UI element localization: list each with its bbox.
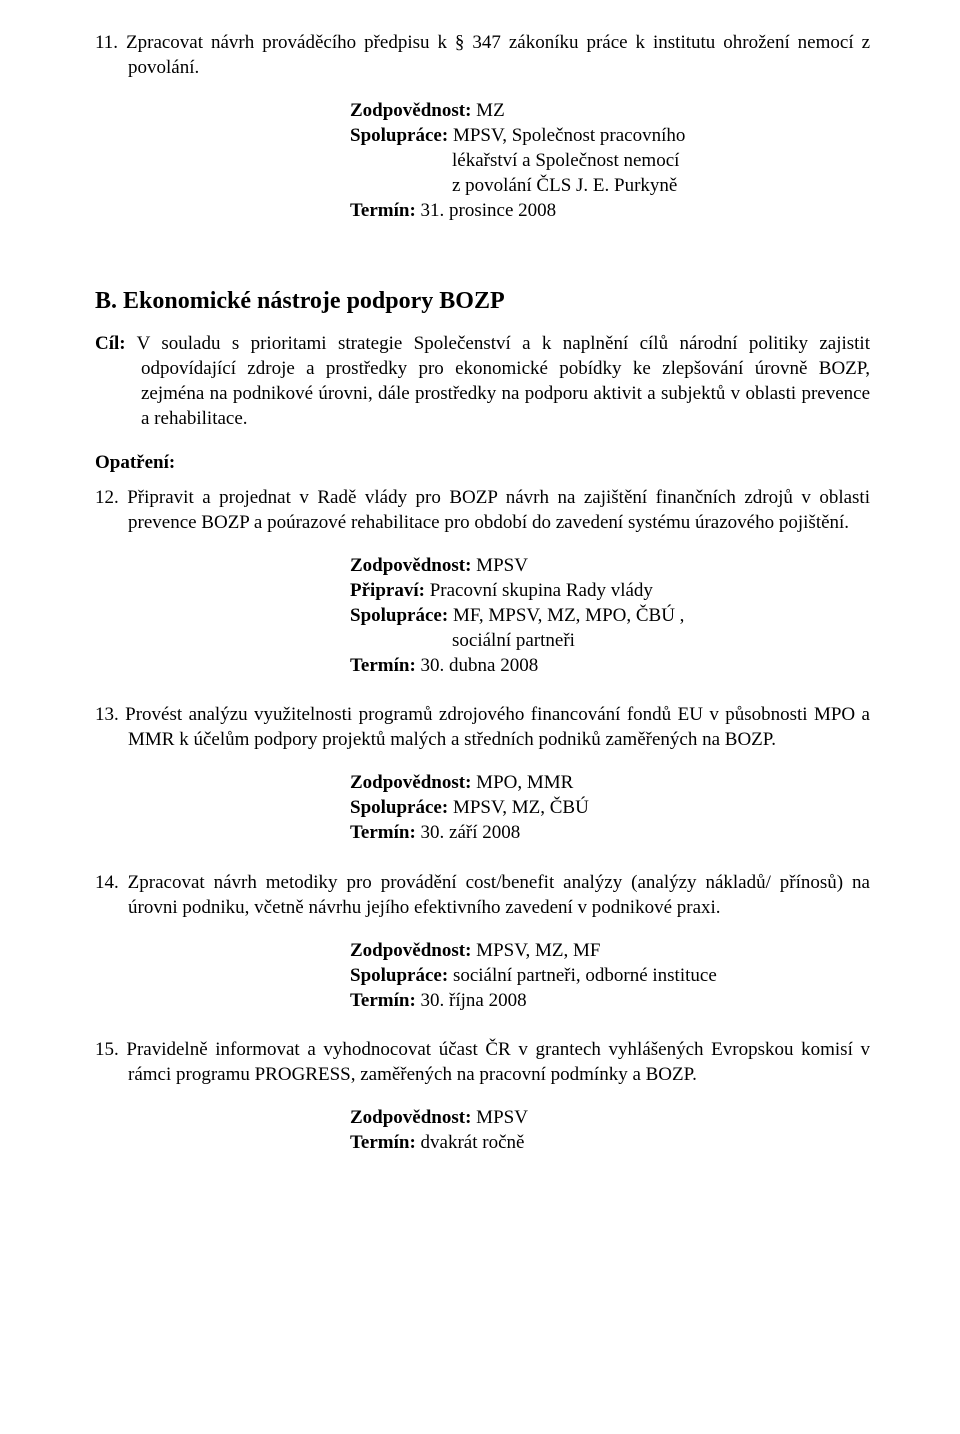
coop-label: Spolupráce:	[350, 605, 448, 626]
resp-label: Zodpovědnost:	[350, 555, 471, 576]
term-label: Termín:	[350, 200, 416, 221]
term-label: Termín:	[350, 1132, 416, 1153]
term-value: 30. dubna 2008	[416, 655, 538, 676]
item-11-text: 11. Zpracovat návrh prováděcího předpisu…	[95, 30, 870, 80]
section-b-cil: Cíl: V souladu s prioritami strategie Sp…	[95, 331, 870, 431]
coop-line2: lékařství a Společnost nemocí	[350, 148, 870, 173]
resp-label: Zodpovědnost:	[350, 1107, 471, 1128]
term-value: 31. prosince 2008	[416, 200, 556, 221]
resp-label: Zodpovědnost:	[350, 940, 471, 961]
coop-value: MF, MPSV, MZ, MPO, ČBÚ ,	[448, 605, 684, 626]
coop-label: Spolupráce:	[350, 965, 448, 986]
resp-label: Zodpovědnost:	[350, 772, 471, 793]
term-value: 30. září 2008	[416, 822, 520, 843]
resp-value: MPSV, MZ, MF	[471, 940, 600, 961]
term-label: Termín:	[350, 822, 416, 843]
item-14-text: 14. Zpracovat návrh metodiky pro provádě…	[95, 870, 870, 920]
resp-value: MPSV	[471, 555, 528, 576]
coop-label: Spolupráce:	[350, 797, 448, 818]
resp-value: MZ	[471, 100, 504, 121]
term-label: Termín:	[350, 655, 416, 676]
prep-value: Pracovní skupina Rady vlády	[425, 580, 653, 601]
term-value: dvakrát ročně	[416, 1132, 525, 1153]
item-15-info: Zodpovědnost: MPSV Termín: dvakrát ročně	[350, 1105, 870, 1155]
coop-value: sociální partneři, odborné instituce	[448, 965, 717, 986]
coop-value: MPSV, MZ, ČBÚ	[448, 797, 589, 818]
opatreni-label: Opatření:	[95, 450, 870, 475]
resp-label: Zodpovědnost:	[350, 100, 471, 121]
section-b-heading: B. Ekonomické nástroje podpory BOZP	[95, 286, 870, 318]
coop-line2: sociální partneři	[350, 628, 870, 653]
item-13-text: 13. Provést analýzu využitelnosti progra…	[95, 702, 870, 752]
coop-line3: z povolání ČLS J. E. Purkyně	[350, 173, 870, 198]
item-13-info: Zodpovědnost: MPO, MMR Spolupráce: MPSV,…	[350, 770, 870, 845]
item-14-info: Zodpovědnost: MPSV, MZ, MF Spolupráce: s…	[350, 938, 870, 1013]
coop-value: MPSV, Společnost pracovního	[448, 125, 685, 146]
item-11-info: Zodpovědnost: MZ Spolupráce: MPSV, Spole…	[350, 98, 870, 223]
resp-value: MPO, MMR	[471, 772, 573, 793]
coop-label: Spolupráce:	[350, 125, 448, 146]
item-15-text: 15. Pravidelně informovat a vyhodnocovat…	[95, 1037, 870, 1087]
term-value: 30. října 2008	[416, 990, 527, 1011]
item-12-info: Zodpovědnost: MPSV Připraví: Pracovní sk…	[350, 553, 870, 678]
cil-label: Cíl:	[95, 333, 126, 354]
cil-text: V souladu s prioritami strategie Společe…	[126, 333, 870, 429]
term-label: Termín:	[350, 990, 416, 1011]
prep-label: Připraví:	[350, 580, 425, 601]
resp-value: MPSV	[471, 1107, 528, 1128]
item-12-text: 12. Připravit a projednat v Radě vlády p…	[95, 485, 870, 535]
